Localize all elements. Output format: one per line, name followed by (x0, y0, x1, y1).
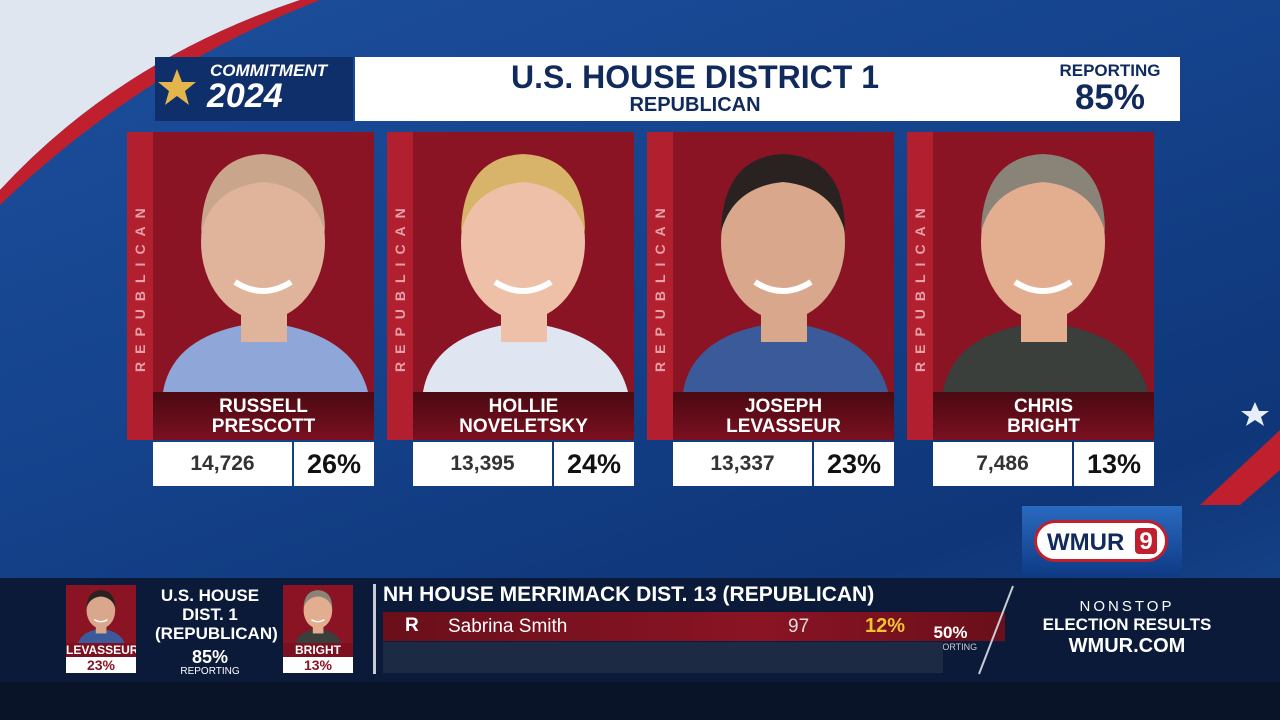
header-subtitle: REPUBLICAN (629, 94, 761, 116)
first-name: JOSEPH (744, 396, 823, 417)
header-title: U.S. HOUSE DISTRICT 1 (510, 59, 880, 95)
party-label: REPUBLICAN (132, 200, 148, 372)
last-name: BRIGHT (1007, 416, 1080, 437)
summary-name: BRIGHT (283, 643, 353, 657)
party-label: REPUBLICAN (912, 200, 928, 372)
vote-count: 13,337 (673, 442, 812, 486)
race-reporting-value: 50% (933, 623, 968, 642)
promo-line3: WMUR.COM (1068, 635, 1186, 657)
logo-channel: 9 (1135, 528, 1157, 555)
vote-percent: 13% (1074, 442, 1154, 486)
vote-count: 7,486 (933, 442, 1072, 486)
last-name: NOVELETSKY (459, 416, 588, 437)
first-name: CHRIS (1013, 396, 1074, 417)
summary-title-line: (REPUBLICAN) (155, 624, 278, 643)
candidate-photo (413, 132, 634, 392)
summary-photo (66, 585, 136, 650)
summary-title-line: DIST. 1 (182, 605, 238, 624)
summary-photo (283, 585, 353, 650)
portrait (943, 154, 1148, 392)
summary-candidate: LEVASSEUR 23% (66, 585, 136, 673)
party-label: REPUBLICAN (652, 200, 668, 372)
summary-percent: 13% (283, 657, 353, 673)
promo-divider (978, 585, 1014, 675)
star (1241, 402, 1269, 426)
candidate-card: REPUBLICAN HOLLIE NOVELETSKY 13,395 24% (387, 132, 634, 486)
race-percent: 12% (865, 615, 906, 637)
portrait (163, 154, 368, 392)
party-strip: REPUBLICAN (907, 132, 933, 440)
vote-percent: 24% (554, 442, 634, 486)
race-row: R Sabrina Smith 97 12% 50% REPORTING (383, 612, 1005, 652)
vote-percent: 26% (294, 442, 374, 486)
summary-reporting-value: 85% (191, 647, 229, 667)
brand-star (158, 69, 196, 105)
logo-name: WMUR (1047, 529, 1125, 556)
brand-line2: 2024 (207, 77, 283, 115)
candidate-card: REPUBLICAN JOSEPH LEVASSEUR 13,337 23% (647, 132, 894, 486)
party-label: REPUBLICAN (392, 200, 408, 372)
summary-percent: 23% (66, 657, 136, 673)
divider (373, 584, 376, 674)
promo: NONSTOP ELECTION RESULTS WMUR.COM (1027, 598, 1227, 658)
logo-box: WMUR 9 (1022, 506, 1182, 577)
brand-box: COMMITMENT 2024 (155, 57, 353, 121)
candidate-photo (673, 132, 894, 392)
race-votes: 97 (788, 616, 810, 637)
promo-line2: ELECTION RESULTS (1042, 615, 1212, 634)
name-band: CHRIS BRIGHT (933, 392, 1154, 440)
portrait (77, 590, 126, 645)
race-party: R (405, 615, 419, 636)
white-swoosh (0, 0, 300, 190)
race-title: NH HOUSE MERRIMACK DIST. 13 (REPUBLICAN) (383, 583, 875, 606)
summary-title: U.S. HOUSE DIST. 1 (REPUBLICAN) 85% REPO… (155, 586, 278, 677)
summary-title-line: U.S. HOUSE (160, 586, 260, 605)
summary-name: LEVASSEUR (66, 643, 136, 657)
candidate-photo (933, 132, 1154, 392)
reporting-label: REPORTING (1059, 61, 1161, 80)
name-band: HOLLIE NOVELETSKY (413, 392, 634, 440)
portrait (423, 154, 628, 392)
summary-candidate: BRIGHT 13% (283, 585, 353, 673)
bottom-bar (0, 682, 1280, 720)
party-strip: REPUBLICAN (647, 132, 673, 440)
candidate-card: REPUBLICAN RUSSELL PRESCOTT 14,726 26% (127, 132, 374, 486)
last-name: LEVASSEUR (726, 416, 841, 437)
last-name: PRESCOTT (211, 416, 316, 437)
party-strip: REPUBLICAN (127, 132, 153, 440)
race-reporting-label: REPORTING (923, 642, 978, 652)
portrait (294, 590, 343, 645)
vote-percent: 23% (814, 442, 894, 486)
header-box: U.S. HOUSE DISTRICT 1 REPUBLICAN REPORTI… (355, 57, 1180, 121)
brand-line1: COMMITMENT (210, 61, 328, 80)
summary-reporting-label: REPORTING (180, 666, 240, 677)
vote-count: 14,726 (153, 442, 292, 486)
name-band: JOSEPH LEVASSEUR (673, 392, 894, 440)
race-candidate: Sabrina Smith (448, 616, 568, 637)
red-swoosh-right (1200, 430, 1280, 505)
name-band: RUSSELL PRESCOTT (153, 392, 374, 440)
portrait (683, 154, 888, 392)
reporting-value: 85% (1074, 78, 1146, 117)
candidate-photo (153, 132, 374, 392)
party-strip: REPUBLICAN (387, 132, 413, 440)
logo-oval: WMUR 9 (1034, 520, 1168, 562)
first-name: RUSSELL (219, 396, 308, 417)
race-empty-row (383, 642, 943, 673)
vote-count: 13,395 (413, 442, 552, 486)
first-name: HOLLIE (488, 396, 559, 417)
candidate-card: REPUBLICAN CHRIS BRIGHT 7,486 13% (907, 132, 1154, 486)
promo-line1: NONSTOP (1079, 598, 1175, 615)
